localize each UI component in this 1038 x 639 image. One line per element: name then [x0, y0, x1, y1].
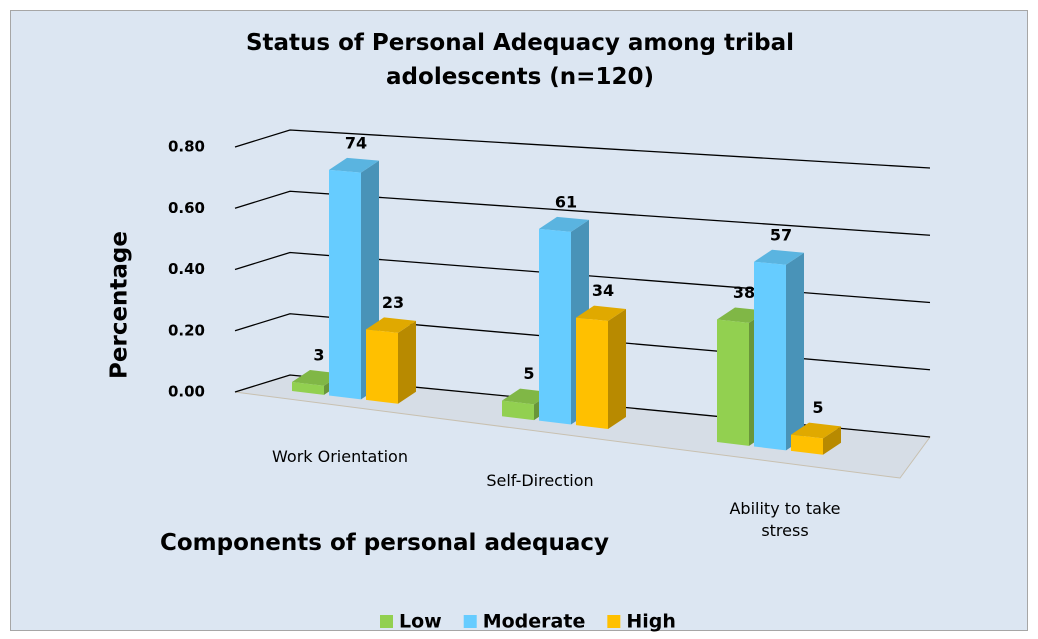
bar-top [539, 216, 589, 232]
bar-side [608, 309, 626, 429]
y-axis-title: Percentage [107, 231, 133, 379]
bar-top [754, 249, 804, 265]
bar-top [366, 317, 416, 333]
grid-line [234, 313, 931, 371]
grid-line [234, 190, 931, 236]
grid-line [234, 129, 931, 169]
bar-top [329, 157, 379, 173]
data-label: 61 [555, 192, 577, 211]
bar-side [398, 320, 416, 404]
data-label: 3 [313, 345, 324, 364]
chart-frame [10, 10, 1028, 631]
data-label: 23 [382, 293, 404, 312]
y-tick-label: 0.40 [168, 260, 205, 278]
data-label: 5 [812, 398, 823, 417]
data-label: 57 [770, 225, 792, 244]
bar [576, 317, 608, 429]
bar-top [791, 422, 841, 439]
y-tick-label: 0.80 [168, 138, 205, 156]
legend-label: High [626, 611, 676, 633]
bar [292, 381, 324, 395]
bar-side [823, 426, 841, 455]
legend-label: Low [399, 611, 442, 633]
y-tick-label: 0.60 [168, 199, 205, 217]
data-label: 38 [733, 283, 755, 302]
data-label: 5 [523, 364, 534, 383]
y-tick-label: 0.00 [168, 383, 205, 401]
data-label: 34 [592, 281, 614, 300]
grid-line [234, 374, 931, 438]
legend-swatch [463, 615, 477, 628]
legend-swatch [380, 615, 393, 628]
bar-side [786, 252, 804, 451]
x-tick-label: Self-Direction [486, 471, 594, 490]
bar [329, 169, 361, 400]
bar [791, 434, 823, 455]
grid-line [234, 251, 931, 304]
bar [366, 329, 398, 404]
bar [717, 319, 749, 446]
legend-swatch [607, 615, 621, 628]
x-tick-label: Ability to take stress [729, 499, 841, 540]
data-label: 74 [345, 133, 367, 152]
bar [539, 228, 571, 425]
chart-title: Status of Personal Adequacy among tribal… [245, 30, 795, 90]
y-tick-label: 0.20 [168, 321, 205, 339]
bar [502, 400, 534, 421]
x-axis-title: Components of personal adequacy [160, 530, 610, 556]
x-tick-label: Work Orientation [272, 447, 408, 466]
bar [754, 261, 786, 451]
legend-label: Moderate [483, 611, 586, 633]
bar-top [576, 305, 626, 322]
